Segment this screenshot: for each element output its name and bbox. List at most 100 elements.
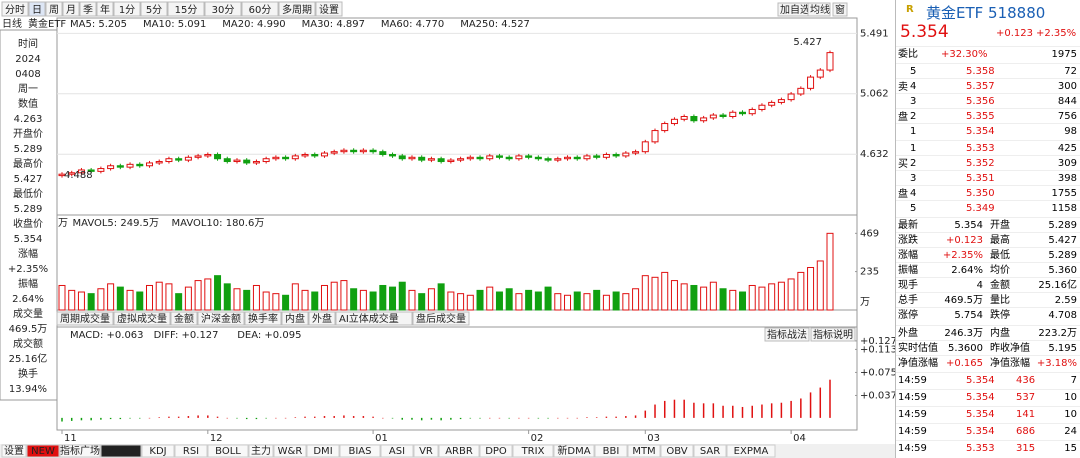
indicator-button[interactable]	[306, 444, 340, 458]
indicator-button[interactable]	[100, 444, 142, 458]
buy-row-cell: 1755	[1051, 188, 1077, 199]
indicator-button[interactable]	[174, 444, 208, 458]
ma-title: 黄金ETF	[28, 17, 66, 30]
toolbar-button[interactable]	[45, 1, 63, 17]
indicator-button[interactable]	[660, 444, 694, 458]
indicator-tab[interactable]	[244, 311, 282, 326]
tick-row-cell: 686	[1016, 426, 1036, 437]
buy-row-cell: 4	[910, 188, 917, 199]
stat-row-cell: 量比	[990, 295, 1010, 306]
indicator-tab[interactable]	[412, 311, 470, 326]
volume-bar	[593, 289, 601, 311]
toolbar-button[interactable]	[28, 1, 46, 17]
indicator-button[interactable]	[59, 444, 101, 458]
toolbar-button[interactable]	[315, 1, 343, 17]
macd-bar	[265, 417, 267, 419]
info-value: 5.289	[14, 204, 43, 215]
indicator-button[interactable]	[512, 444, 554, 458]
volume-bar	[408, 289, 416, 311]
info-label: 时间	[18, 37, 38, 50]
candle	[554, 158, 562, 161]
header-button[interactable]	[807, 2, 831, 17]
macd-button-label: 指标说明	[813, 328, 853, 341]
indicator-button[interactable]	[141, 444, 175, 458]
candle	[632, 151, 640, 154]
toolbar-button[interactable]	[1, 1, 29, 17]
indicator-button[interactable]	[693, 444, 727, 458]
indicator-tab[interactable]	[335, 311, 413, 326]
indicator-button[interactable]	[413, 444, 439, 458]
toolbar-button[interactable]	[140, 1, 168, 17]
indicator-button[interactable]	[553, 444, 595, 458]
macd-bar	[314, 416, 316, 418]
macd-button[interactable]	[764, 327, 810, 342]
toolbar-button[interactable]	[62, 1, 80, 17]
indicator-button-label: NEW	[31, 446, 55, 457]
header-button[interactable]	[832, 2, 848, 17]
candle	[291, 155, 299, 160]
toolbar-button[interactable]	[96, 1, 114, 17]
indicator-tab[interactable]	[113, 311, 171, 326]
sell-row-cell: 5.354	[966, 126, 995, 137]
indicator-tab[interactable]	[56, 311, 114, 326]
buy-row-cell: 5	[910, 203, 917, 214]
indicator-tab[interactable]	[170, 311, 198, 326]
volume-bar	[534, 291, 542, 311]
indicator-button[interactable]	[438, 444, 480, 458]
indicator-button[interactable]	[726, 444, 776, 458]
volume-tick-label: 235	[860, 267, 879, 278]
toolbar-button[interactable]	[79, 1, 97, 17]
indicator-button[interactable]	[380, 444, 414, 458]
toolbar-button[interactable]	[204, 1, 242, 17]
indicator-button[interactable]	[1, 444, 27, 458]
candle	[68, 172, 76, 175]
ma-label: MA30: 4.897	[302, 19, 365, 30]
indicator-tab[interactable]	[308, 311, 336, 326]
toolbar-button[interactable]	[113, 1, 141, 17]
volume-bar	[787, 278, 795, 311]
indicator-button[interactable]	[479, 444, 513, 458]
indicator-button[interactable]	[273, 444, 307, 458]
buy-row-cell: 1	[910, 143, 917, 154]
macd-bar	[80, 417, 83, 421]
indicator-button[interactable]	[627, 444, 661, 458]
chart-area: 分时日周月季年 1分 5分 15分 30分 60分 多周期 设置日线 黄金ETF MA5: 5.2…	[0, 1, 895, 458]
indicator-button[interactable]	[207, 444, 249, 458]
toolbar-label: 周	[49, 4, 59, 16]
candle	[777, 99, 785, 103]
candle	[670, 118, 678, 125]
indicator-tab[interactable]	[281, 311, 309, 326]
volume-bar	[466, 294, 474, 311]
volume-bar	[777, 281, 785, 311]
tick-row-cell: 24	[1064, 426, 1077, 437]
macd-button[interactable]	[810, 327, 856, 342]
ma-label: MA250: 4.527	[460, 19, 530, 30]
candle	[311, 153, 319, 157]
indicator-tab[interactable]	[197, 311, 245, 326]
extra-row-cell: +0.165	[945, 358, 983, 369]
volume-bar	[282, 294, 290, 311]
macd-bar	[702, 403, 705, 418]
volume-bar	[573, 291, 581, 311]
buy-row-cell: 5.352	[966, 158, 995, 169]
low-annotation: 4.488	[64, 170, 93, 181]
macd-bar	[479, 417, 481, 419]
toolbar-button[interactable]	[167, 1, 205, 17]
stat-row-cell: 最高	[990, 235, 1010, 246]
toolbar-button[interactable]	[278, 1, 316, 17]
toolbar-button[interactable]	[241, 1, 279, 17]
indicator-button[interactable]	[26, 444, 60, 458]
info-label: 收盘价	[13, 217, 43, 230]
macd-bar	[741, 406, 744, 418]
stat-row-cell: 最低	[990, 250, 1010, 261]
buy-row-cell: 398	[1057, 173, 1077, 184]
sell-row-cell: 5.357	[966, 81, 995, 92]
indicator-button[interactable]	[248, 444, 274, 458]
indicator-button[interactable]	[339, 444, 381, 458]
sell_label: 卖	[898, 82, 908, 93]
sell-row-cell: 844	[1057, 96, 1077, 107]
indicator-button[interactable]	[594, 444, 628, 458]
candle	[194, 155, 202, 158]
stat-row-cell: 5.289	[1048, 220, 1077, 231]
macd-bar	[352, 416, 355, 418]
